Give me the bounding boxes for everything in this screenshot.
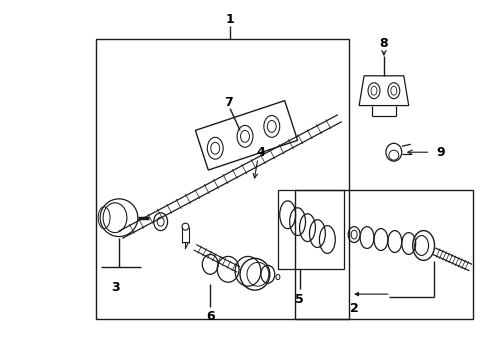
Text: 3: 3 bbox=[111, 281, 120, 294]
Text: o: o bbox=[274, 272, 280, 282]
Text: 5: 5 bbox=[295, 293, 304, 306]
Text: 7: 7 bbox=[224, 96, 232, 109]
Text: 4: 4 bbox=[256, 146, 264, 159]
Bar bbox=[294, 190, 472, 319]
Bar bbox=[96, 39, 348, 319]
Text: 8: 8 bbox=[379, 37, 387, 50]
Text: 2: 2 bbox=[349, 302, 358, 315]
Text: 6: 6 bbox=[205, 310, 214, 323]
Text: 9: 9 bbox=[435, 146, 444, 159]
Text: 1: 1 bbox=[225, 13, 234, 26]
Bar bbox=[277, 190, 344, 269]
